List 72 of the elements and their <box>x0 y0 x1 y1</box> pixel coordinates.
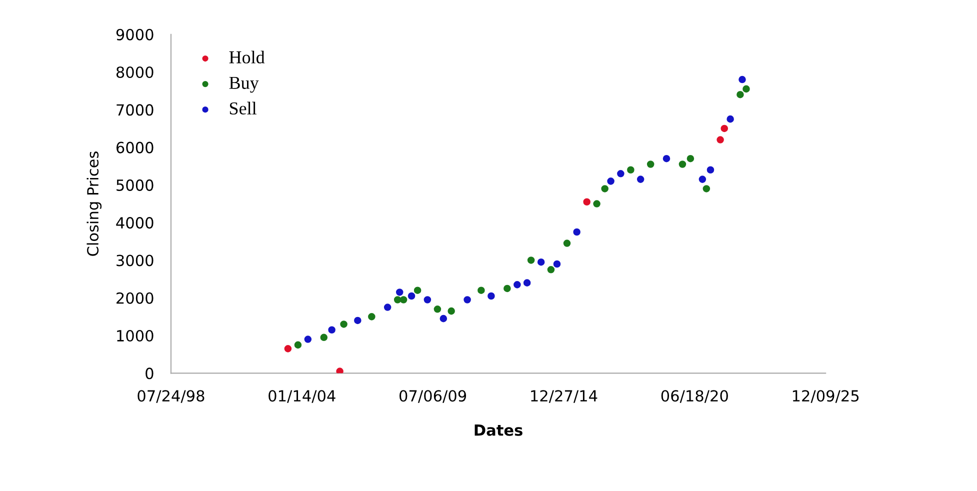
point <box>736 90 744 98</box>
point <box>563 240 571 247</box>
x-tick-label: 12/27/14 <box>531 390 598 403</box>
y-tick-label: 1000 <box>117 330 154 342</box>
point <box>702 185 710 192</box>
point <box>368 313 376 320</box>
x-tick-label: 12/09/25 <box>792 390 859 403</box>
point <box>547 266 555 274</box>
point <box>706 166 714 174</box>
point <box>720 124 728 132</box>
y-axis-title: Closing Prices <box>86 152 102 256</box>
point <box>340 320 348 328</box>
point <box>354 316 362 324</box>
point <box>726 115 734 123</box>
point <box>636 176 644 183</box>
x-axis-title: Dates <box>474 424 522 436</box>
point <box>573 228 580 236</box>
point <box>716 136 724 144</box>
point <box>583 198 590 206</box>
point <box>646 160 654 168</box>
point <box>698 176 706 183</box>
legend-label: Hold <box>229 50 265 64</box>
point <box>593 200 600 208</box>
point <box>448 307 455 315</box>
point <box>328 326 336 334</box>
legend-label: Sell <box>230 102 256 115</box>
point <box>488 292 495 300</box>
y-tick-label: 8000 <box>116 66 154 78</box>
y-tick-label: 6000 <box>116 142 154 154</box>
point <box>408 292 416 300</box>
point <box>617 170 624 178</box>
point <box>742 85 750 93</box>
point <box>294 341 302 349</box>
point <box>686 154 694 162</box>
x-tick-label: 07/06/09 <box>400 390 466 403</box>
y-tick-label: 0 <box>146 368 154 380</box>
legend-label: Buy <box>229 76 259 93</box>
x-tick-label: 01/14/04 <box>268 390 336 403</box>
point <box>320 334 328 342</box>
x-tick-label: 07/24/98 <box>138 390 204 403</box>
point <box>396 288 404 296</box>
point <box>514 281 521 288</box>
y-tick-label: 5000 <box>116 179 154 191</box>
y-tick-label: 9000 <box>116 28 154 40</box>
point <box>384 304 392 311</box>
point <box>464 296 471 304</box>
point <box>304 336 312 343</box>
point <box>434 306 442 313</box>
point <box>527 256 535 264</box>
point <box>738 76 746 84</box>
point <box>678 160 686 168</box>
point <box>553 260 561 268</box>
point <box>662 154 670 162</box>
point <box>414 286 422 294</box>
y-tick-label: 7000 <box>116 104 154 116</box>
point <box>601 185 608 192</box>
point <box>537 258 545 266</box>
point <box>523 279 531 286</box>
point <box>607 178 614 185</box>
y-tick-label: 4000 <box>116 217 154 229</box>
point <box>440 314 448 322</box>
point <box>627 166 634 174</box>
point <box>394 296 402 304</box>
y-tick-label: 3000 <box>116 254 154 266</box>
point <box>478 286 485 294</box>
point <box>424 296 432 304</box>
x-tick-label: 06/18/20 <box>661 390 728 403</box>
point <box>504 284 511 292</box>
y-tick-label: 2000 <box>116 292 154 304</box>
point <box>336 368 344 374</box>
point <box>400 296 408 304</box>
point <box>284 345 292 352</box>
